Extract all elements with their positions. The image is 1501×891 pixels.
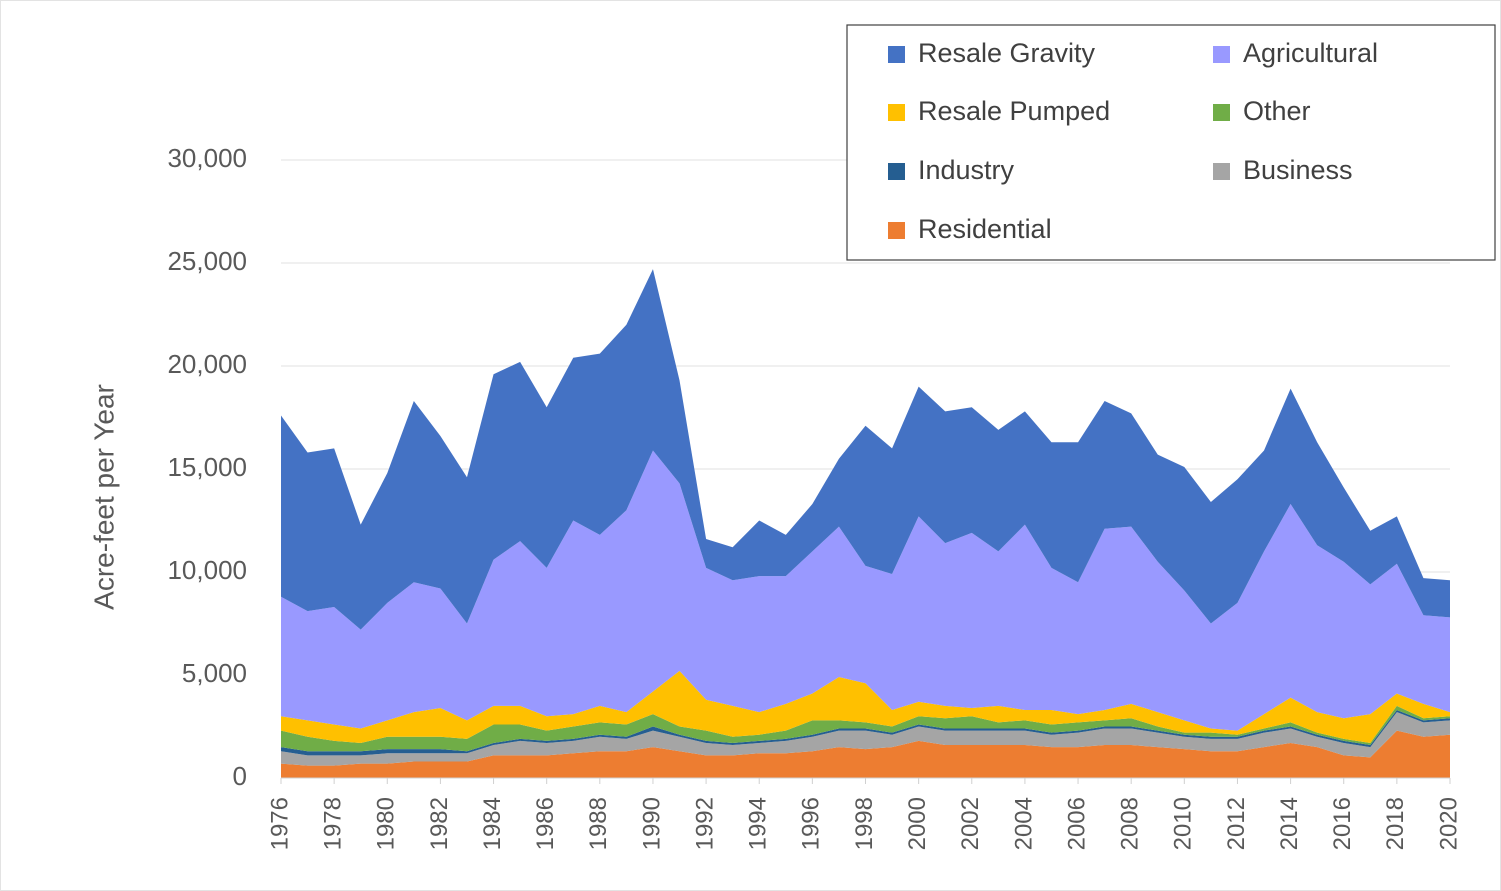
area — [281, 710, 1450, 756]
y-axis-title: Acre-feet per Year — [88, 384, 119, 610]
x-tick-label: 1990 — [638, 797, 665, 850]
legend-label: Other — [1243, 96, 1311, 126]
area — [281, 705, 1450, 752]
x-tick-label: 2002 — [957, 797, 984, 850]
y-tick-label: 25,000 — [167, 246, 247, 276]
legend-label: Agricultural — [1243, 38, 1378, 68]
x-tick-label: 2012 — [1223, 797, 1250, 850]
x-tick-label: 1996 — [798, 797, 825, 850]
legend-swatch — [888, 46, 905, 63]
x-tick-label: 2000 — [904, 797, 931, 850]
legend-swatch — [1213, 163, 1230, 180]
x-tick-label: 1978 — [319, 797, 346, 850]
x-tick-label: 1982 — [426, 797, 453, 850]
legend-label: Industry — [918, 155, 1015, 185]
y-tick-label: 20,000 — [167, 349, 247, 379]
legend-swatch — [888, 104, 905, 121]
x-tick-label: 1986 — [532, 797, 559, 850]
x-tick-label: 1992 — [691, 797, 718, 850]
area — [281, 730, 1450, 778]
legend-label: Business — [1243, 155, 1353, 185]
legend-box — [846, 24, 1496, 261]
y-tick-label: 0 — [233, 761, 247, 791]
area — [281, 712, 1450, 766]
x-tick-label: 2008 — [1117, 797, 1144, 850]
x-tick-label: 2006 — [1063, 797, 1090, 850]
x-tick-label: 2014 — [1276, 797, 1303, 850]
legend-swatch — [888, 222, 905, 239]
x-tick-label: 1998 — [851, 797, 878, 850]
x-tick-label: 2018 — [1382, 797, 1409, 850]
area — [281, 670, 1450, 743]
x-tick-label: 2004 — [1010, 797, 1037, 850]
legend-label: Residential — [918, 214, 1052, 244]
legend-swatch — [1213, 104, 1230, 121]
y-tick-label: 5,000 — [182, 658, 247, 688]
x-tick-label: 2010 — [1170, 797, 1197, 850]
x-tick-label: 1980 — [373, 797, 400, 850]
legend-label: Resale Gravity — [918, 38, 1096, 68]
x-tick-label: 1976 — [266, 797, 293, 850]
legend-swatch — [1213, 46, 1230, 63]
legend-label: Resale Pumped — [918, 96, 1110, 126]
y-tick-label: 30,000 — [167, 143, 247, 173]
x-tick-label: 1994 — [745, 797, 772, 850]
x-tick-label: 2020 — [1435, 797, 1462, 850]
x-tick-label: 1984 — [479, 797, 506, 850]
legend-swatch — [888, 163, 905, 180]
area — [281, 269, 1450, 630]
x-tick-label: 2016 — [1329, 797, 1356, 850]
y-tick-label: 10,000 — [167, 555, 247, 585]
x-tick-label: 1988 — [585, 797, 612, 850]
y-tick-label: 15,000 — [167, 452, 247, 482]
